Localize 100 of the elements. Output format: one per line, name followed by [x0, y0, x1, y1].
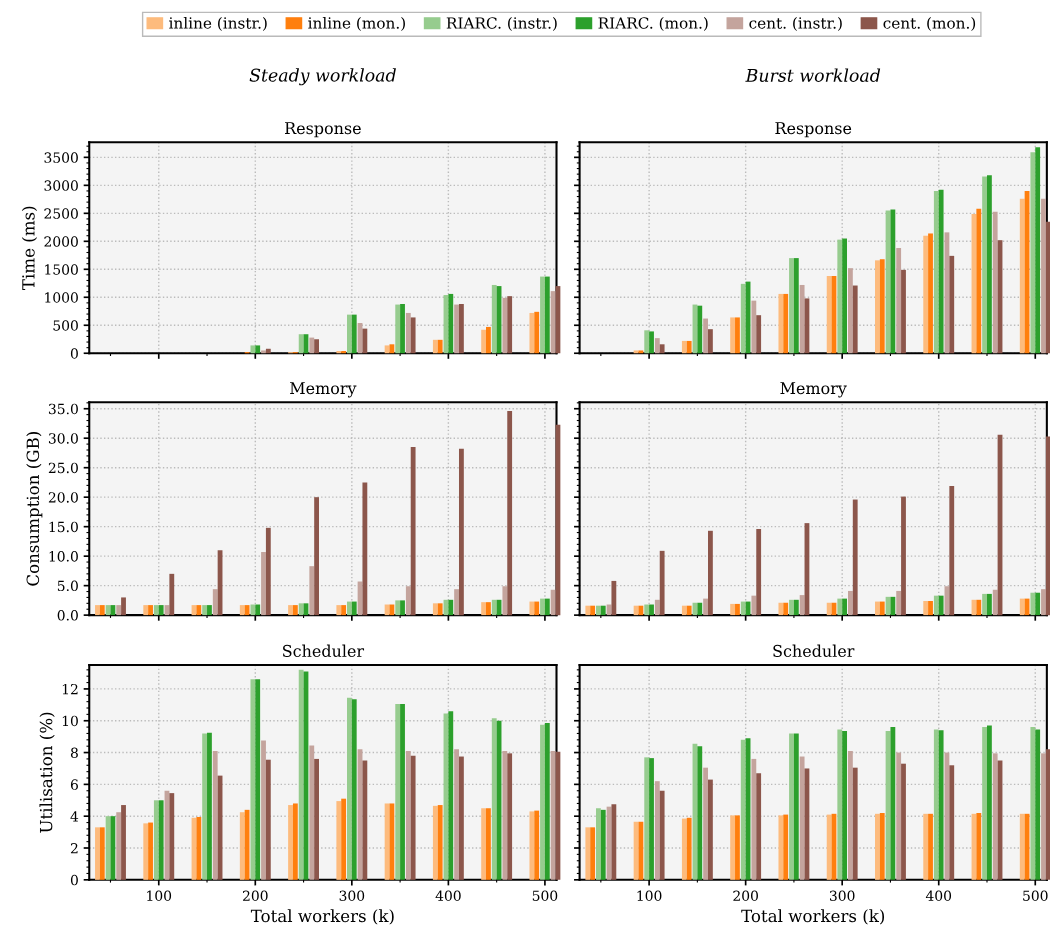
y-tick-label: 0.0 [57, 610, 78, 621]
y-tick-label: 500 [53, 320, 78, 331]
bar [110, 605, 116, 616]
bar [347, 601, 352, 616]
bar [879, 259, 885, 354]
bar [751, 300, 757, 354]
bar [735, 815, 740, 880]
y-tick-label: 1000 [45, 292, 78, 303]
bar [459, 756, 464, 880]
bar [448, 599, 454, 616]
bar [265, 527, 271, 616]
bar [659, 344, 665, 354]
bar [703, 598, 708, 616]
bar [437, 339, 443, 354]
bar [756, 773, 762, 880]
bar [459, 304, 464, 354]
chart-title: Response [285, 122, 361, 138]
bar [448, 711, 454, 880]
bar [341, 798, 347, 880]
bar [644, 757, 650, 880]
bar [432, 603, 438, 616]
bar [875, 813, 880, 880]
bar [212, 750, 218, 880]
bar [826, 276, 832, 354]
bar [875, 601, 880, 616]
bar [654, 781, 660, 880]
bar [901, 763, 906, 880]
bar [735, 317, 740, 354]
bar [923, 600, 929, 616]
bar [336, 801, 342, 880]
bar [756, 529, 762, 616]
bar [491, 599, 497, 616]
bar [158, 800, 164, 880]
bar [99, 827, 105, 880]
bar [1030, 727, 1036, 880]
bar [659, 550, 665, 616]
bar [982, 593, 987, 616]
bar [982, 176, 987, 354]
bar [437, 805, 443, 880]
bar [901, 496, 906, 616]
bar [529, 312, 535, 354]
bar [121, 597, 126, 616]
bar [207, 732, 212, 880]
bar [491, 718, 497, 880]
bar [529, 811, 535, 880]
bar [596, 808, 601, 880]
bar [116, 812, 122, 880]
bar [309, 566, 315, 616]
bar [405, 312, 411, 354]
bar [502, 586, 508, 616]
bar [202, 733, 208, 880]
bar [976, 208, 982, 354]
bar [314, 339, 320, 354]
y-tick-label: 2000 [44, 236, 78, 247]
bar [336, 351, 342, 354]
bar [239, 812, 245, 880]
bar [314, 497, 320, 616]
bar [933, 729, 939, 880]
bar [686, 340, 692, 354]
bar [847, 750, 853, 880]
legend-label: cent. (instr.) [749, 16, 842, 31]
y-tick-label: 10 [62, 715, 78, 727]
bar [395, 600, 401, 616]
y-tick-label: 15.0 [49, 521, 78, 533]
bar [799, 284, 805, 354]
bar [143, 605, 149, 616]
y-tick-label: 30.0 [48, 433, 78, 444]
bar [261, 552, 266, 616]
y-tick-label: 25.0 [48, 462, 78, 474]
bar [261, 740, 266, 880]
bar [976, 599, 982, 616]
bar [550, 589, 556, 616]
bar [202, 605, 208, 616]
y-tick-label: 8 [70, 747, 78, 759]
bar [169, 793, 175, 880]
bar [309, 337, 315, 354]
bar [730, 815, 736, 880]
y-axis-title: Utilisation (%) [39, 712, 55, 833]
bar [347, 314, 352, 354]
bar [405, 750, 411, 880]
bar [341, 351, 347, 354]
bar [789, 733, 794, 880]
bar [842, 731, 848, 880]
bar [534, 601, 540, 616]
bar [837, 729, 843, 880]
bar [250, 345, 256, 354]
bar [837, 239, 843, 354]
chart-title: Response [775, 122, 852, 138]
y-tick-label: 10.0 [49, 551, 78, 562]
bar [309, 745, 315, 880]
bar [502, 297, 508, 354]
y-axis-title: Consumption (GB) [26, 432, 43, 586]
x-tick-label: 300 [829, 890, 855, 901]
bar [933, 595, 939, 616]
bar [740, 739, 746, 880]
bar [110, 816, 116, 880]
bar [842, 238, 848, 354]
bar [976, 813, 982, 880]
bar [644, 330, 650, 354]
bar [481, 602, 487, 616]
